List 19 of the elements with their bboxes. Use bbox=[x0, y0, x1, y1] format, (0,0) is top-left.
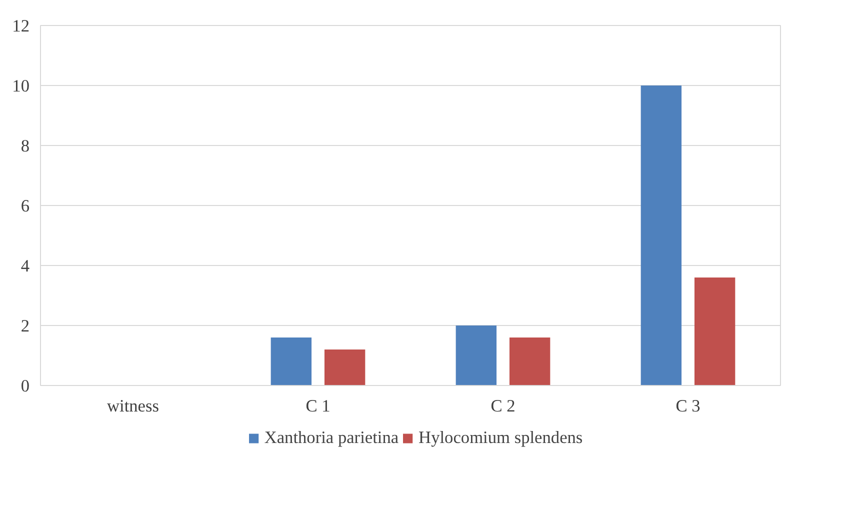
bar bbox=[324, 350, 366, 386]
bar bbox=[270, 338, 312, 386]
legend-label: Xanthoria parietina bbox=[264, 428, 399, 448]
y-tick-label: 12 bbox=[12, 16, 30, 36]
y-tick-label: 6 bbox=[20, 196, 30, 216]
bar bbox=[640, 86, 682, 386]
y-tick-label: 4 bbox=[20, 256, 30, 276]
y-tick-label: 10 bbox=[12, 76, 30, 96]
y-tick-label: 2 bbox=[20, 316, 30, 336]
x-tick-label: C 1 bbox=[306, 396, 330, 416]
bar bbox=[456, 326, 497, 386]
x-tick-label: witness bbox=[107, 396, 160, 416]
bar bbox=[509, 338, 550, 386]
bar bbox=[694, 278, 736, 386]
legend-label: Hylocomium splendens bbox=[418, 428, 583, 448]
y-tick-label: 0 bbox=[20, 376, 30, 396]
x-tick-label: C 2 bbox=[490, 396, 516, 416]
x-tick-label: C 3 bbox=[676, 396, 700, 416]
y-tick-label: 8 bbox=[20, 136, 30, 156]
